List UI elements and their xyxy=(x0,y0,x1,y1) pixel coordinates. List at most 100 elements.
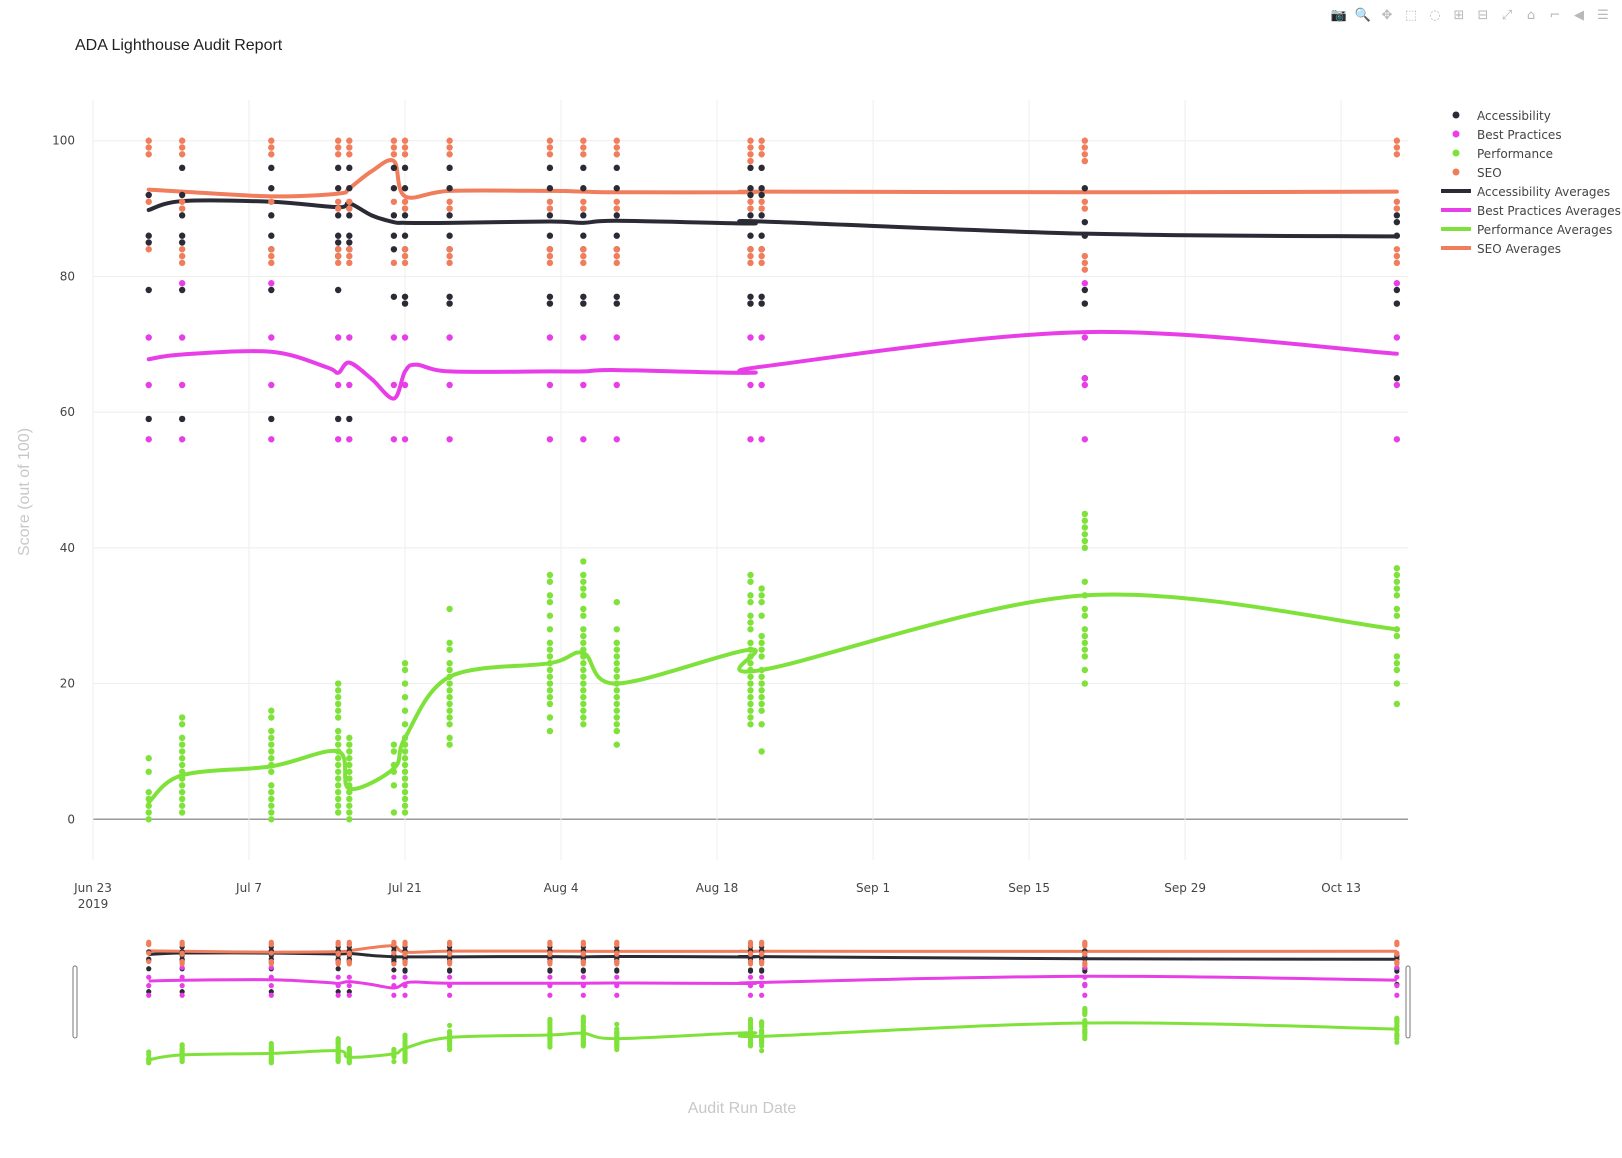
zoom-in-icon[interactable]: ⊞ xyxy=(1453,7,1465,23)
data-point xyxy=(1393,151,1401,158)
legend-item[interactable]: Performance xyxy=(1452,147,1554,161)
slider-data-point xyxy=(335,1058,341,1065)
data-point xyxy=(334,687,342,694)
data-point xyxy=(580,707,587,714)
data-point xyxy=(1081,626,1089,633)
data-point xyxy=(758,259,765,267)
hover-compare-icon[interactable]: ☰ xyxy=(1597,7,1609,23)
data-point xyxy=(268,436,275,443)
data-point xyxy=(401,205,409,212)
data-point xyxy=(346,795,353,803)
data-point xyxy=(446,605,453,613)
slider-data-point xyxy=(335,992,341,998)
data-point xyxy=(268,768,275,775)
spike-lines-icon[interactable]: ⌐ xyxy=(1549,7,1561,23)
data-point xyxy=(747,680,754,687)
data-point xyxy=(178,144,186,151)
box-select-icon[interactable]: ⬚ xyxy=(1404,7,1418,23)
data-point xyxy=(1081,252,1089,260)
data-point xyxy=(758,680,765,687)
y-tick-label: 80 xyxy=(60,269,75,283)
data-point xyxy=(747,571,754,579)
data-point xyxy=(758,381,765,389)
data-point xyxy=(268,246,275,253)
data-point xyxy=(346,137,353,144)
slider-data-point xyxy=(547,1044,553,1050)
data-point xyxy=(1393,246,1401,253)
data-point xyxy=(268,816,275,823)
data-point xyxy=(145,381,152,389)
slider-data-point xyxy=(391,983,397,989)
data-point xyxy=(758,198,765,205)
hover-closest-icon[interactable]: ◀ xyxy=(1574,7,1584,23)
data-point xyxy=(613,741,620,748)
reset-axes-icon[interactable]: ⌂ xyxy=(1526,7,1536,23)
legend-item[interactable]: SEO xyxy=(1452,166,1502,180)
data-point xyxy=(580,673,587,680)
data-point xyxy=(334,755,342,762)
data-point xyxy=(446,707,453,714)
legend-item[interactable]: Accessibility xyxy=(1452,109,1551,123)
slider-data-point xyxy=(747,961,754,967)
zoom-out-icon[interactable]: ⊟ xyxy=(1477,7,1489,23)
pan-icon[interactable]: ✥ xyxy=(1381,7,1393,23)
data-point xyxy=(268,198,275,205)
data-point xyxy=(346,436,353,443)
data-point xyxy=(178,748,186,755)
slider-data-point xyxy=(747,951,754,957)
x-tick-label: Oct 13 xyxy=(1321,881,1361,895)
slider-data-point xyxy=(268,950,274,956)
data-point xyxy=(178,137,186,144)
legend-marker xyxy=(1452,130,1460,138)
data-point xyxy=(546,592,554,599)
data-point xyxy=(390,246,398,253)
data-point xyxy=(580,137,587,144)
slider-data-point xyxy=(1082,962,1088,968)
data-point xyxy=(145,809,152,816)
data-point xyxy=(758,144,765,151)
legend-item[interactable]: Best Practices Averages xyxy=(1441,204,1621,218)
slider-data-point xyxy=(759,1043,765,1049)
data-point xyxy=(145,788,152,796)
autoscale-icon[interactable]: ⤢ xyxy=(1501,7,1513,23)
data-point xyxy=(178,198,186,205)
data-point xyxy=(580,198,587,205)
data-point xyxy=(401,721,409,728)
data-point xyxy=(178,768,186,775)
legend-label: Best Practices Averages xyxy=(1477,204,1621,218)
camera-icon[interactable]: 📷 xyxy=(1330,7,1348,23)
legend-item[interactable]: Accessibility Averages xyxy=(1441,185,1610,199)
data-point xyxy=(1393,252,1401,260)
data-point xyxy=(268,809,275,816)
data-point xyxy=(390,748,398,755)
slider-average-line xyxy=(148,944,1397,954)
data-point xyxy=(178,436,186,443)
data-point xyxy=(446,734,453,742)
legend[interactable]: Accessibility Best Practices Performance SE… xyxy=(1441,109,1621,256)
slider-data-point xyxy=(346,974,352,980)
lasso-select-icon[interactable]: ◌ xyxy=(1429,7,1441,23)
range-slider[interactable] xyxy=(72,939,1411,1066)
data-point xyxy=(334,137,342,144)
slider-data-point xyxy=(346,1060,352,1066)
data-point xyxy=(747,246,754,253)
legend-item[interactable]: SEO Averages xyxy=(1441,242,1561,256)
data-point xyxy=(401,680,409,687)
data-point xyxy=(346,816,353,823)
zoom-icon[interactable]: 🔍 xyxy=(1354,7,1372,23)
data-point xyxy=(1393,585,1401,592)
data-point xyxy=(268,727,275,735)
data-point xyxy=(1393,666,1401,674)
slider-data-point xyxy=(547,992,553,998)
slider-data-point xyxy=(614,942,620,948)
slider-data-point xyxy=(747,943,754,949)
data-point xyxy=(613,626,620,633)
data-point xyxy=(747,639,754,647)
data-point xyxy=(546,626,554,633)
data-point xyxy=(268,755,275,762)
data-point xyxy=(401,768,409,775)
legend-item[interactable]: Best Practices xyxy=(1452,128,1562,142)
legend-item[interactable]: Performance Averages xyxy=(1441,223,1612,237)
slider-data-point xyxy=(268,989,274,995)
